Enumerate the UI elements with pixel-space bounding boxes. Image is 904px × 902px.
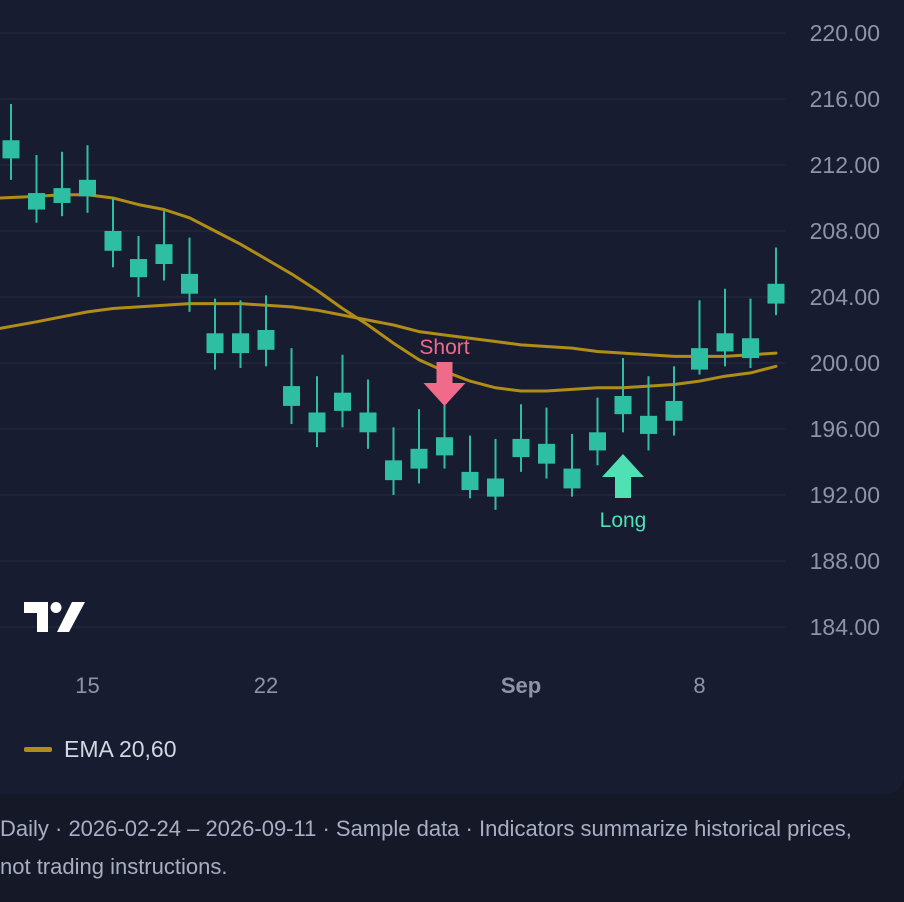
chart-caption: Daily · 2026-02-24 – 2026-09-11 · Sample… xyxy=(0,816,852,879)
candle xyxy=(589,397,606,466)
candle-body xyxy=(232,333,249,354)
candle xyxy=(232,300,249,368)
candle xyxy=(2,103,20,180)
candle xyxy=(257,295,275,367)
candle-body xyxy=(2,140,20,159)
candle-body xyxy=(28,193,45,210)
candle-body xyxy=(283,386,300,406)
x-tick-label: 15 xyxy=(75,673,99,698)
x-tick-label: 22 xyxy=(254,673,278,698)
x-tick-label: Sep xyxy=(501,673,541,698)
long-signal-label: Long xyxy=(600,509,647,532)
candle xyxy=(614,358,632,433)
y-tick-label: 220.00 xyxy=(810,20,880,46)
y-tick-label: 216.00 xyxy=(810,86,880,112)
candle-body xyxy=(104,231,122,251)
ema-lines xyxy=(0,193,778,393)
short-signal-label: Short xyxy=(419,336,469,359)
candle-body xyxy=(410,448,428,469)
candle xyxy=(538,407,555,479)
candle-body xyxy=(716,333,734,352)
candle-body xyxy=(385,460,402,481)
candle xyxy=(716,288,734,367)
candles xyxy=(2,103,785,510)
candle-body xyxy=(130,259,147,278)
candle xyxy=(385,427,402,495)
arrow-up-icon xyxy=(602,454,644,498)
candle xyxy=(334,354,351,428)
y-tick-label: 204.00 xyxy=(810,284,880,310)
candle xyxy=(461,435,479,499)
candle-body xyxy=(308,412,326,433)
candle xyxy=(487,438,504,510)
candle xyxy=(283,348,300,425)
candle-body xyxy=(334,392,351,411)
candle-body xyxy=(589,432,606,451)
candle-body xyxy=(767,283,785,304)
candle-body xyxy=(563,468,581,489)
candle-body xyxy=(640,415,657,434)
ema-line xyxy=(0,302,778,358)
y-tick-label: 196.00 xyxy=(810,416,880,442)
grid-lines xyxy=(0,32,785,628)
candle xyxy=(640,376,657,451)
y-axis: 220.00 216.00 212.00 208.00 204.00 200.00 196.… xyxy=(810,20,880,640)
candlestick-chart[interactable]: Short Long 220.00 216.00 212.00 208.00 204.00… xyxy=(0,0,904,794)
candle xyxy=(308,376,326,448)
chart-card: Short Long 220.00 216.00 212.00 208.00 204.00… xyxy=(0,0,904,794)
candle xyxy=(206,298,224,370)
candle-body xyxy=(461,471,479,491)
short-signal: Short xyxy=(419,336,470,406)
y-tick-label: 212.00 xyxy=(810,152,880,178)
candle xyxy=(665,366,683,436)
candle-body xyxy=(512,438,530,458)
candle-body xyxy=(206,333,224,354)
x-tick-label: 8 xyxy=(693,673,705,698)
candle xyxy=(563,433,581,497)
candle-body xyxy=(614,396,632,415)
candle xyxy=(359,379,377,449)
ema-legend-label: EMA 20,60 xyxy=(64,736,177,762)
candle-body xyxy=(691,348,708,370)
candle xyxy=(767,247,785,316)
candle-body xyxy=(359,412,377,433)
candle xyxy=(742,298,759,368)
candle xyxy=(691,300,708,375)
signal-annotations: Short Long xyxy=(419,336,646,532)
y-tick-label: 208.00 xyxy=(810,218,880,244)
candle-body xyxy=(487,478,504,497)
candle-body xyxy=(181,273,198,294)
candle xyxy=(104,198,122,268)
candle-body xyxy=(155,244,173,264)
y-tick-label: 200.00 xyxy=(810,350,880,376)
candle-body xyxy=(436,437,453,456)
candle xyxy=(53,151,71,217)
ema-legend-swatch xyxy=(24,747,52,752)
candle xyxy=(28,155,45,223)
tradingview-logo-icon xyxy=(24,602,86,637)
candle xyxy=(181,237,198,312)
candle-body xyxy=(665,400,683,421)
candle-body xyxy=(742,338,759,359)
candle xyxy=(410,409,428,484)
candle xyxy=(155,211,173,281)
ema-line xyxy=(0,193,778,393)
candle-body xyxy=(257,330,275,350)
long-signal: Long xyxy=(600,454,647,532)
candle xyxy=(512,404,530,472)
candle xyxy=(79,145,96,213)
candle-body xyxy=(53,188,71,203)
x-axis: 15 22 Sep 8 xyxy=(75,673,705,698)
y-tick-label: 188.00 xyxy=(810,548,880,574)
candle xyxy=(130,235,147,297)
y-tick-label: 184.00 xyxy=(810,614,880,640)
arrow-down-icon xyxy=(423,362,466,406)
y-tick-label: 192.00 xyxy=(810,482,880,508)
candle-body xyxy=(79,179,96,197)
chart-legend: EMA 20,60 xyxy=(24,736,177,763)
candle xyxy=(436,397,453,469)
candle-body xyxy=(538,443,555,464)
